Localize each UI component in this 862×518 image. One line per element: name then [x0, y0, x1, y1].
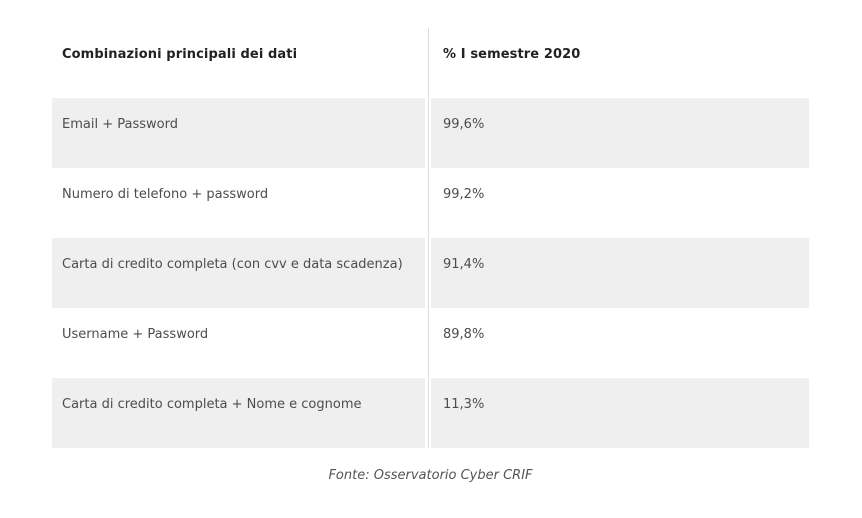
row-label: Username + Password: [62, 327, 209, 342]
table-row: Numero di telefono + password 99,2%: [52, 168, 809, 238]
table-header-row: Combinazioni principali dei dati % I sem…: [52, 28, 809, 98]
table-row: Email + Password 99,6%: [52, 98, 809, 168]
row-label: Carta di credito completa (con cvv e dat…: [52, 238, 425, 308]
table-source-caption: Fonte: Osservatorio Cyber CRIF: [328, 468, 533, 483]
row-label: Carta di credito completa + Nome e cogno…: [52, 378, 425, 448]
row-label: Numero di telefono + password: [62, 187, 269, 202]
row-value: 91,4%: [431, 238, 809, 308]
column-header-combinations: Combinazioni principali dei dati: [62, 47, 298, 62]
table-row: Carta di credito completa (con cvv e dat…: [52, 238, 809, 308]
row-label: Email + Password: [52, 98, 425, 168]
row-value: 99,2%: [443, 187, 485, 202]
row-value: 89,8%: [443, 327, 485, 342]
column-header-percentage: % I semestre 2020: [443, 47, 581, 62]
data-table: Combinazioni principali dei dati % I sem…: [52, 28, 809, 448]
table-row: Username + Password 89,8%: [52, 308, 809, 378]
table-row: Carta di credito completa + Nome e cogno…: [52, 378, 809, 448]
row-value: 99,6%: [431, 98, 809, 168]
row-value: 11,3%: [431, 378, 809, 448]
